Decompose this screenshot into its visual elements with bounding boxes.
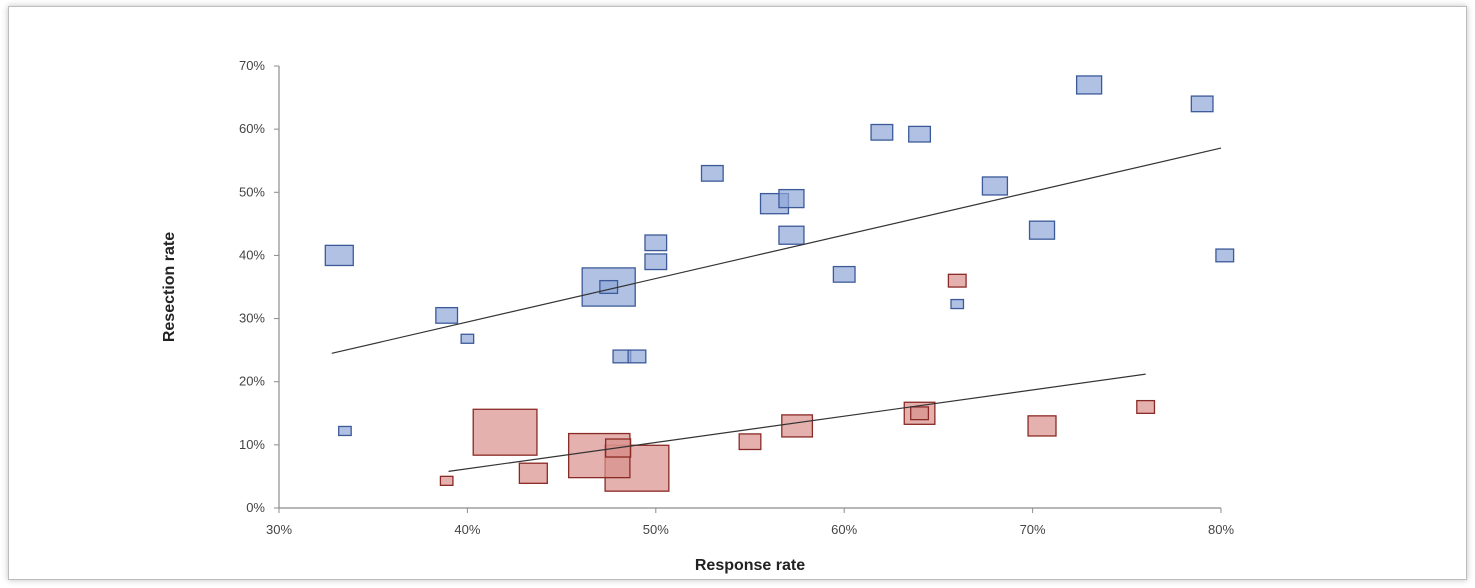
- x-tick-label: 40%: [454, 522, 480, 537]
- data-point: [338, 425, 352, 437]
- data-point: [778, 188, 805, 209]
- trend-line-series-2: [448, 373, 1146, 472]
- x-axis-title: Response rate: [695, 557, 805, 574]
- tick-labels: 0% 10% 20% 30% 40% 50% 60% 70% 30% 40% 50% 60% 70% 80…: [239, 58, 1234, 537]
- chart-frame: [8, 6, 1467, 580]
- y-tick-label: 0%: [246, 500, 265, 515]
- y-tick-label: 40%: [239, 247, 265, 262]
- data-point: [644, 253, 668, 271]
- data-point: [1215, 248, 1235, 263]
- data-point: [738, 433, 762, 451]
- data-point: [1027, 415, 1057, 437]
- data-point: [472, 408, 538, 456]
- series-1-points: [324, 75, 1235, 437]
- x-tick-label: 80%: [1208, 522, 1234, 537]
- x-tick-label: 50%: [643, 522, 669, 537]
- data-point: [778, 225, 805, 245]
- data-point: [1028, 220, 1056, 240]
- data-point: [870, 123, 894, 141]
- y-tick-label: 30%: [239, 311, 265, 326]
- data-point: [518, 462, 548, 484]
- series-2-points: [439, 273, 1156, 492]
- trend-lines: [331, 147, 1222, 472]
- y-tick-label: 10%: [239, 437, 265, 452]
- data-point: [981, 176, 1009, 196]
- trend-line-series-1: [331, 147, 1222, 354]
- data-point: [700, 164, 724, 182]
- data-point: [908, 125, 932, 143]
- data-point: [1190, 95, 1214, 113]
- y-tick-label: 20%: [239, 374, 265, 389]
- data-point: [644, 234, 668, 252]
- x-tick-label: 30%: [266, 522, 292, 537]
- y-tick-label: 70%: [239, 58, 265, 73]
- data-point: [781, 414, 814, 438]
- data-point: [950, 298, 965, 310]
- axes: [274, 65, 1222, 513]
- y-tick-label: 60%: [239, 121, 265, 136]
- data-point: [1075, 75, 1103, 95]
- y-tick-label: 50%: [239, 184, 265, 199]
- y-axis-title: Resection rate: [161, 232, 178, 342]
- x-tick-label: 70%: [1020, 522, 1046, 537]
- chart-marks: [324, 75, 1235, 492]
- data-point: [627, 349, 647, 364]
- data-point: [1136, 399, 1156, 414]
- data-point: [439, 475, 454, 486]
- data-point: [910, 406, 930, 421]
- x-tick-label: 60%: [831, 522, 857, 537]
- data-point: [832, 265, 856, 283]
- data-point: [324, 244, 354, 267]
- data-point: [435, 306, 459, 324]
- data-point: [460, 333, 475, 344]
- data-point: [599, 279, 619, 295]
- data-point: [947, 273, 967, 288]
